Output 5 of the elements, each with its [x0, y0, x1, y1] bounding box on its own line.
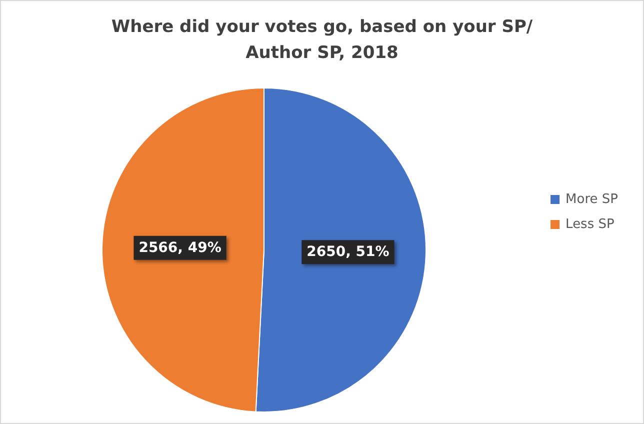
- data-label: 2566, 49%: [138, 240, 222, 256]
- chart-title: Where did your votes go, based on your SP/Author SP, 2018: [111, 17, 534, 63]
- legend-label: Less SP: [566, 217, 614, 232]
- data-label: 2650, 51%: [306, 244, 390, 260]
- legend-label: More SP: [566, 192, 618, 207]
